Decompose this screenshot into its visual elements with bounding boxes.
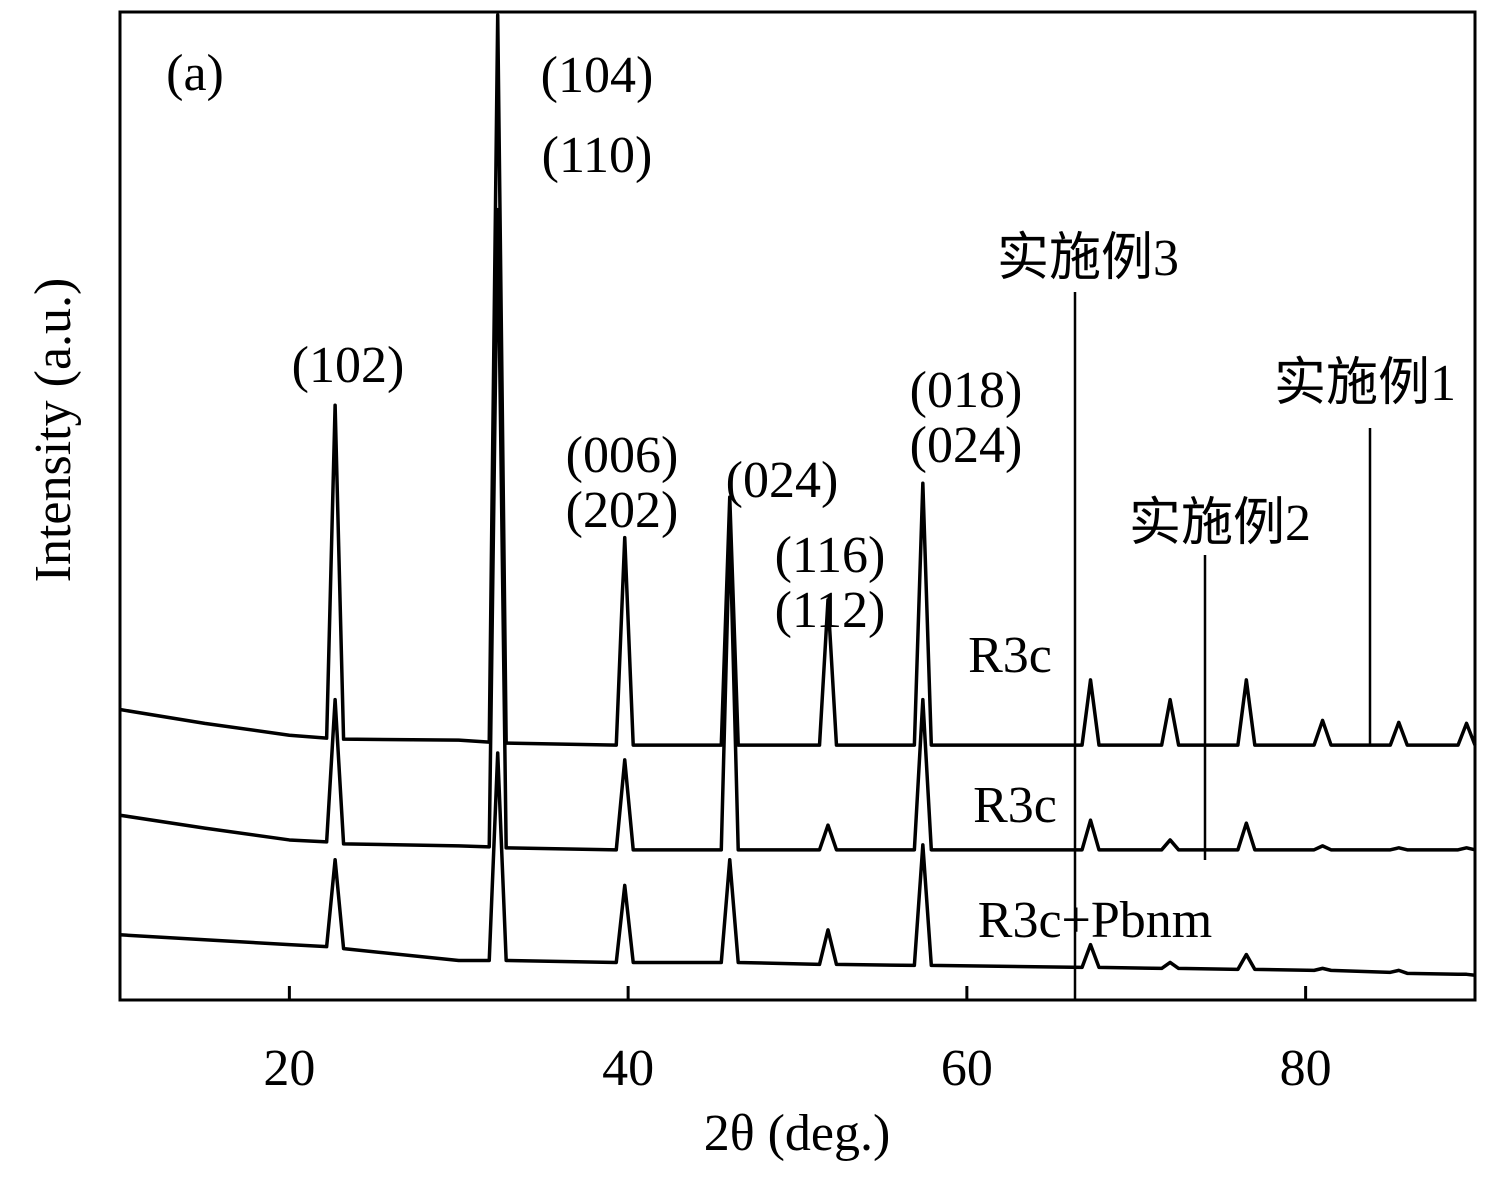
annotation: (104) (541, 47, 654, 104)
annotation: (116) (775, 527, 886, 584)
annotation: (a) (166, 45, 224, 102)
annotation: (018) (910, 362, 1023, 419)
y-axis-title: Intensity (a.u.) (25, 278, 82, 583)
series-label: 实施例1 (1274, 355, 1456, 412)
x-axis-title: 2θ (deg.) (704, 1105, 891, 1162)
annotation: (112) (775, 582, 886, 639)
annotation: (006) (566, 427, 679, 484)
x-tick-label: 60 (941, 1040, 993, 1097)
series-line (119, 207, 1476, 852)
annotation: (110) (542, 127, 653, 184)
series-label: 实施例2 (1129, 495, 1311, 552)
x-tick-label: 40 (602, 1040, 654, 1097)
annotation: (102) (292, 337, 405, 394)
plot-frame (118, 10, 1477, 1002)
annotation: R3c (968, 627, 1052, 684)
annotation: (202) (566, 482, 679, 539)
x-tick-label: 80 (1280, 1040, 1332, 1097)
series-label: 实施例3 (997, 230, 1179, 287)
x-tick-label: 20 (263, 1040, 315, 1097)
series-line (119, 751, 1476, 978)
series-line (119, 13, 1477, 747)
annotation: (024) (726, 452, 839, 509)
annotation: (024) (910, 417, 1023, 474)
annotation: R3c+Pbnm (978, 892, 1212, 949)
annotation: R3c (973, 777, 1057, 834)
